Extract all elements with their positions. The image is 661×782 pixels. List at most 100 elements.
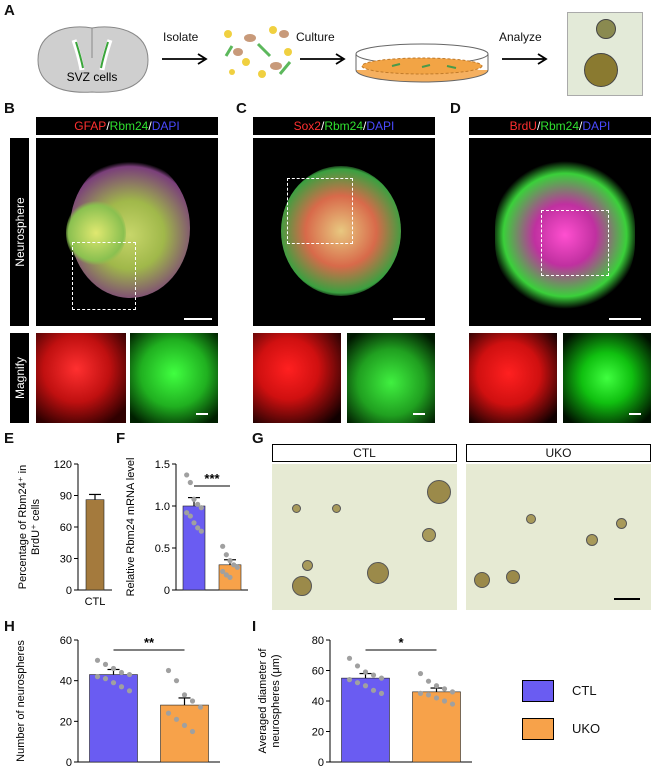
data-point bbox=[378, 675, 385, 681]
y-axis-label: BrdU⁺ cells bbox=[30, 499, 42, 555]
data-point bbox=[378, 690, 385, 696]
y-tick-label: 120 bbox=[54, 459, 72, 471]
data-point bbox=[346, 655, 353, 661]
panel-label-f: F bbox=[116, 430, 126, 447]
data-point bbox=[187, 513, 193, 519]
data-point bbox=[187, 479, 193, 486]
data-point bbox=[234, 564, 240, 570]
brightfield-uko bbox=[466, 464, 651, 610]
data-point bbox=[198, 505, 204, 511]
panel-label-h: H bbox=[4, 618, 15, 635]
y-tick-label: 60 bbox=[60, 522, 72, 534]
data-point bbox=[189, 698, 196, 704]
data-point bbox=[102, 676, 109, 682]
data-point bbox=[362, 683, 369, 689]
data-point bbox=[94, 674, 101, 680]
data-point bbox=[227, 558, 233, 564]
y-axis-label: Averaged diameter of bbox=[257, 648, 269, 754]
panel-label-i: I bbox=[252, 618, 257, 635]
y-tick-label: 0 bbox=[66, 585, 72, 597]
data-point bbox=[223, 552, 229, 558]
data-point bbox=[441, 686, 448, 692]
data-point bbox=[94, 657, 101, 663]
bar-ctl bbox=[85, 499, 105, 591]
panel-label-b: B bbox=[4, 100, 15, 117]
panel-label-a: A bbox=[4, 2, 15, 19]
y-tick-label: 0 bbox=[164, 585, 170, 597]
magnify-red-c bbox=[253, 333, 341, 423]
data-point bbox=[189, 728, 196, 735]
y-axis-label: Relative Rbm24 mRNA level bbox=[125, 458, 137, 597]
y-axis-label: neurospheres (μm) bbox=[270, 654, 282, 747]
data-point bbox=[173, 716, 180, 722]
y-axis-label: Number of neurospheres bbox=[15, 640, 27, 762]
data-point bbox=[173, 678, 180, 684]
data-point bbox=[110, 680, 117, 686]
arrow-right-icon bbox=[300, 53, 346, 65]
data-point bbox=[165, 710, 172, 716]
data-point bbox=[354, 663, 361, 669]
isolated-cells-illustration bbox=[224, 26, 292, 78]
data-point bbox=[362, 669, 369, 675]
data-point bbox=[110, 665, 117, 672]
data-point bbox=[198, 528, 204, 534]
data-point bbox=[126, 671, 133, 678]
y-tick-label: 1.0 bbox=[155, 501, 170, 513]
data-point bbox=[126, 688, 133, 694]
data-point bbox=[425, 692, 432, 698]
data-point bbox=[433, 683, 440, 689]
significance-mark: *** bbox=[204, 471, 220, 486]
y-tick-label: 80 bbox=[312, 635, 324, 647]
culture-dish-illustration bbox=[355, 43, 489, 83]
bar-ctl bbox=[89, 674, 138, 763]
data-point bbox=[223, 572, 229, 578]
step-analyze: Analyze bbox=[499, 30, 542, 44]
y-tick-label: 0 bbox=[66, 757, 72, 769]
y-tick-label: 1.5 bbox=[155, 459, 170, 471]
brain-label: SVZ cells bbox=[67, 70, 118, 84]
y-tick-label: 0 bbox=[318, 757, 324, 769]
data-point bbox=[118, 669, 125, 676]
brightfield-ctl bbox=[272, 464, 457, 610]
data-point bbox=[417, 670, 424, 677]
data-point bbox=[197, 704, 204, 710]
stain-label-c: Sox2/Rbm24/DAPI bbox=[253, 117, 435, 135]
arrow-right-icon bbox=[502, 53, 548, 65]
data-point bbox=[102, 661, 109, 667]
data-point bbox=[165, 667, 172, 674]
y-tick-label: 40 bbox=[60, 676, 72, 688]
legend-label-ctl: CTL bbox=[572, 683, 597, 698]
data-point bbox=[449, 701, 456, 707]
data-point bbox=[441, 698, 448, 704]
group-header-uko: UKO bbox=[466, 444, 651, 462]
y-axis-label: Percentage of Rbm24⁺ in bbox=[17, 465, 29, 589]
data-point bbox=[417, 690, 424, 696]
neurosphere-image-b bbox=[36, 138, 218, 326]
step-culture: Culture bbox=[296, 30, 335, 44]
magnify-green-d bbox=[563, 333, 651, 423]
y-tick-label: 20 bbox=[60, 716, 72, 728]
magnify-red-b bbox=[36, 333, 126, 423]
chart-h: 0 20 40 60 Number of neurospheres ** bbox=[15, 635, 220, 769]
y-tick-label: 30 bbox=[60, 554, 72, 566]
data-point bbox=[195, 501, 201, 507]
data-point bbox=[181, 692, 188, 698]
panel-label-d: D bbox=[450, 100, 461, 117]
step-isolate: Isolate bbox=[163, 30, 199, 44]
bar-ctl bbox=[341, 677, 390, 763]
data-point bbox=[181, 722, 188, 728]
data-point bbox=[346, 677, 353, 683]
data-point bbox=[220, 543, 226, 549]
row-label-neurosphere: Neurosphere bbox=[10, 138, 29, 326]
panel-label-e: E bbox=[4, 430, 15, 447]
chart-f: 0 0.5 1.0 1.5 Relative Rbm24 mRNA level *** bbox=[125, 458, 248, 597]
data-point bbox=[231, 562, 237, 568]
panel-label-c: C bbox=[236, 100, 247, 117]
data-point bbox=[449, 689, 456, 695]
bar-ctl bbox=[182, 505, 206, 591]
data-point bbox=[220, 568, 226, 575]
data-point bbox=[370, 672, 377, 678]
chart-e: 0 30 60 90 120 Percentage of Rbm24⁺ in BrdU⁺ c… bbox=[17, 459, 112, 608]
stain-label-b: GFAP/Rbm24/DAPI bbox=[36, 117, 218, 135]
neurosphere-image-d bbox=[469, 138, 651, 326]
